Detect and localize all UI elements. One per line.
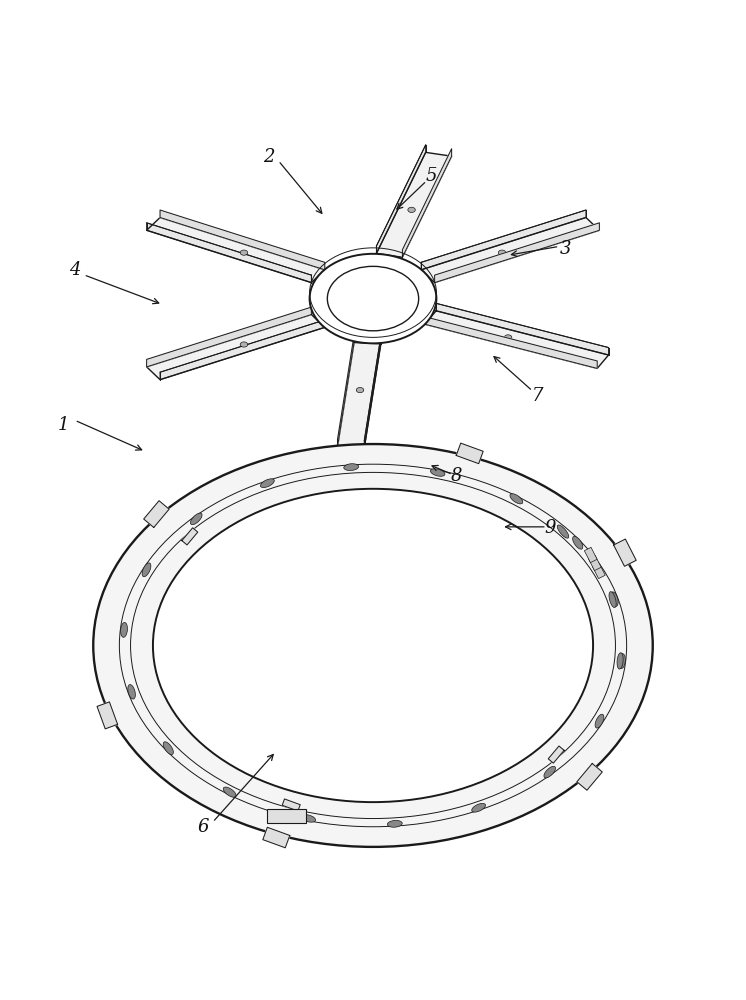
Ellipse shape (387, 820, 402, 827)
Ellipse shape (93, 444, 653, 847)
Ellipse shape (190, 513, 202, 525)
Ellipse shape (310, 254, 436, 343)
Ellipse shape (153, 489, 593, 802)
Polygon shape (402, 149, 451, 257)
Ellipse shape (595, 714, 604, 728)
Ellipse shape (611, 592, 618, 606)
Ellipse shape (142, 563, 151, 577)
Ellipse shape (617, 653, 623, 669)
Polygon shape (614, 539, 636, 566)
Text: 9: 9 (545, 519, 557, 537)
Polygon shape (160, 320, 325, 380)
Text: 6: 6 (197, 818, 209, 836)
Bar (592, 563, 605, 579)
Polygon shape (364, 336, 381, 448)
Ellipse shape (327, 266, 419, 331)
FancyBboxPatch shape (267, 809, 306, 823)
Ellipse shape (557, 525, 568, 538)
Ellipse shape (240, 342, 248, 347)
Polygon shape (421, 210, 586, 270)
Text: 8: 8 (451, 467, 463, 485)
Text: 1: 1 (57, 416, 69, 434)
Text: 3: 3 (560, 240, 571, 258)
Polygon shape (548, 746, 564, 763)
Ellipse shape (471, 803, 486, 812)
Polygon shape (160, 210, 325, 270)
Text: 5: 5 (425, 167, 437, 185)
Bar (589, 555, 601, 571)
Ellipse shape (408, 207, 416, 212)
Ellipse shape (240, 250, 248, 255)
Ellipse shape (618, 654, 625, 669)
Ellipse shape (430, 469, 445, 476)
Bar (584, 547, 597, 563)
Polygon shape (377, 152, 451, 257)
Ellipse shape (223, 787, 236, 797)
Text: 2: 2 (263, 148, 275, 166)
Polygon shape (457, 443, 483, 464)
Polygon shape (424, 311, 609, 368)
Polygon shape (337, 335, 354, 447)
Polygon shape (421, 217, 599, 283)
Ellipse shape (544, 766, 556, 778)
Polygon shape (144, 501, 169, 527)
Polygon shape (577, 763, 602, 790)
Text: 4: 4 (69, 261, 81, 279)
Polygon shape (97, 702, 118, 729)
Ellipse shape (573, 536, 583, 549)
Ellipse shape (357, 387, 364, 393)
Polygon shape (424, 317, 598, 368)
Polygon shape (263, 827, 289, 848)
Ellipse shape (344, 464, 359, 471)
Polygon shape (282, 799, 300, 811)
Ellipse shape (498, 250, 506, 255)
Polygon shape (318, 255, 430, 343)
Ellipse shape (260, 479, 275, 488)
Polygon shape (147, 217, 325, 283)
Polygon shape (435, 223, 599, 283)
Polygon shape (147, 315, 325, 380)
Ellipse shape (128, 685, 135, 699)
Ellipse shape (301, 815, 316, 822)
Polygon shape (147, 307, 311, 367)
Ellipse shape (93, 444, 653, 847)
Ellipse shape (163, 742, 173, 755)
Polygon shape (337, 343, 381, 448)
Polygon shape (436, 303, 609, 355)
Polygon shape (147, 223, 311, 283)
Ellipse shape (609, 592, 616, 608)
Text: 7: 7 (531, 387, 543, 405)
Polygon shape (182, 528, 198, 545)
Ellipse shape (121, 622, 128, 637)
Ellipse shape (504, 335, 512, 340)
Ellipse shape (510, 494, 523, 504)
Polygon shape (377, 145, 426, 253)
